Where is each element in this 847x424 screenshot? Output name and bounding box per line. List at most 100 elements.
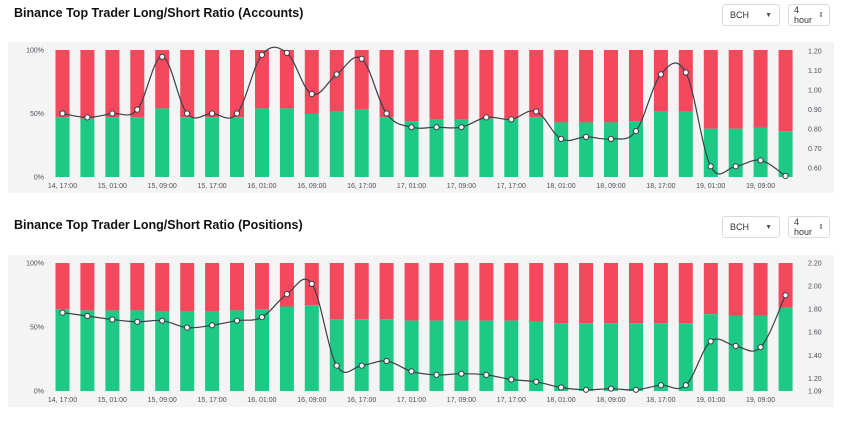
ratio-point bbox=[583, 133, 590, 141]
interval-value: 4 hour bbox=[794, 217, 813, 237]
short-bar bbox=[105, 263, 120, 311]
ratio-point bbox=[134, 318, 141, 325]
y-tick-label-right: 1.10 bbox=[808, 68, 822, 75]
ratio-point bbox=[607, 135, 615, 143]
chart-title: Binance Top Trader Long/Short Ratio (Acc… bbox=[14, 6, 304, 20]
ratio-point bbox=[483, 371, 490, 378]
interval-select[interactable]: 4 hour ⇕ bbox=[788, 216, 830, 238]
ratio-point bbox=[159, 317, 166, 324]
x-tick-label: 19, 01:00 bbox=[696, 397, 725, 404]
ratio-line bbox=[62, 46, 786, 177]
long-bar bbox=[728, 128, 743, 177]
short-bar bbox=[529, 263, 544, 322]
positions-ratio-chart: 0% 50% 100% 1.09 1.20 1.40 1.60 1.80 2.00 2.20 14,… bbox=[8, 255, 834, 407]
symbol-select[interactable]: BCH ▼ bbox=[722, 216, 780, 238]
long-bar bbox=[155, 311, 170, 391]
y-tick-label-right: 2.00 bbox=[808, 284, 822, 291]
y-tick-label-left: 100% bbox=[26, 48, 44, 55]
x-tick-label: 17, 01:00 bbox=[397, 397, 426, 404]
short-bar bbox=[479, 263, 494, 321]
short-bar bbox=[778, 50, 793, 132]
ratio-point bbox=[458, 370, 465, 377]
x-tick-label: 18, 17:00 bbox=[646, 397, 675, 404]
long-bar bbox=[629, 323, 643, 391]
ratio-point bbox=[258, 314, 265, 321]
x-tick-label: 14, 17:00 bbox=[48, 183, 77, 190]
long-bar bbox=[279, 306, 294, 391]
short-bar bbox=[678, 263, 693, 324]
long-bar bbox=[105, 310, 120, 391]
plot-background bbox=[8, 255, 834, 407]
x-tick-label: 16, 01:00 bbox=[247, 397, 276, 404]
x-tick-label: 19, 09:00 bbox=[746, 183, 775, 190]
long-bar bbox=[80, 310, 95, 391]
short-bar bbox=[703, 263, 718, 315]
accounts-chart-panel: Binance Top Trader Long/Short Ratio (Acc… bbox=[0, 0, 847, 208]
long-bar bbox=[205, 117, 220, 177]
ratio-point bbox=[558, 135, 565, 143]
short-bar bbox=[728, 50, 743, 129]
short-bar bbox=[230, 263, 244, 311]
ratio-point bbox=[333, 71, 340, 78]
long-bar bbox=[255, 309, 269, 391]
short-bar bbox=[205, 50, 220, 118]
x-tick-label: 19, 01:00 bbox=[696, 183, 725, 190]
short-bar bbox=[155, 50, 170, 109]
caret-down-icon: ▼ bbox=[765, 223, 772, 231]
long-bar bbox=[554, 323, 569, 391]
y-tick-label-right: 0.70 bbox=[808, 146, 822, 153]
long-bar bbox=[504, 320, 519, 391]
interval-select[interactable]: 4 hour ⇕ bbox=[788, 4, 830, 26]
short-bar bbox=[180, 263, 195, 312]
x-tick-label: 18, 09:00 bbox=[596, 183, 625, 190]
x-tick-label: 18, 01:00 bbox=[546, 183, 575, 190]
ratio-point bbox=[383, 357, 390, 365]
long-bar bbox=[404, 320, 419, 391]
long-bar bbox=[653, 323, 668, 391]
x-tick-label: 18, 09:00 bbox=[596, 397, 625, 404]
long-bar bbox=[529, 117, 544, 177]
ratio-point bbox=[333, 362, 340, 369]
long-bar bbox=[678, 323, 693, 391]
ratio-point bbox=[159, 53, 166, 60]
ratio-point bbox=[233, 317, 241, 324]
long-bar bbox=[454, 119, 469, 177]
y-tick-label-right: 1.00 bbox=[808, 88, 822, 95]
short-bar bbox=[554, 263, 569, 324]
ratio-point bbox=[757, 344, 764, 351]
up-down-chevron-icon: ⇕ bbox=[818, 12, 824, 19]
ratio-point bbox=[184, 110, 191, 117]
short-bar bbox=[180, 50, 195, 118]
ratio-point bbox=[732, 163, 739, 170]
long-bar bbox=[180, 311, 195, 391]
ratio-point bbox=[408, 124, 415, 131]
ratio-point bbox=[533, 108, 540, 115]
short-bar bbox=[504, 50, 519, 119]
x-tick-label: 16, 09:00 bbox=[297, 183, 326, 190]
short-bar bbox=[479, 50, 494, 119]
long-bar bbox=[479, 320, 494, 391]
long-bar bbox=[778, 307, 793, 391]
ratio-point bbox=[233, 110, 241, 117]
long-bar bbox=[579, 323, 594, 391]
long-bar bbox=[504, 118, 519, 177]
short-bar bbox=[653, 50, 668, 111]
ratio-point bbox=[184, 324, 191, 331]
ratio-point bbox=[358, 55, 365, 62]
y-tick-label-right: 1.20 bbox=[808, 376, 822, 383]
short-bar bbox=[504, 263, 519, 321]
long-bar bbox=[404, 121, 419, 177]
symbol-select[interactable]: BCH ▼ bbox=[722, 4, 780, 26]
long-bar bbox=[379, 319, 394, 391]
y-tick-label-right: 0.80 bbox=[808, 127, 822, 134]
ratio-point bbox=[84, 114, 91, 121]
chart-title: Binance Top Trader Long/Short Ratio (Pos… bbox=[14, 218, 303, 232]
short-bar bbox=[678, 50, 693, 111]
ratio-point bbox=[109, 110, 116, 117]
ratio-point bbox=[59, 309, 66, 316]
y-tick-label-right: 1.20 bbox=[808, 48, 822, 55]
short-bar bbox=[55, 50, 70, 118]
long-bar bbox=[329, 111, 344, 177]
long-bar bbox=[180, 117, 195, 177]
short-bar bbox=[105, 50, 120, 118]
